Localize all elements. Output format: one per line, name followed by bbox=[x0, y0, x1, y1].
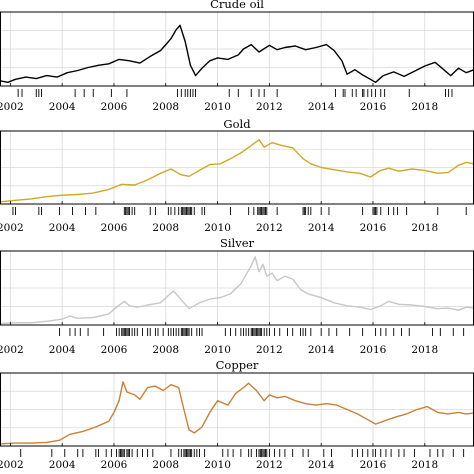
x-tick-label: 2012 bbox=[256, 344, 283, 356]
x-tick-label: 2004 bbox=[49, 344, 76, 356]
x-tick-label: 2014 bbox=[308, 222, 335, 234]
x-tick-label: 2018 bbox=[411, 344, 438, 356]
x-tick-label: 2008 bbox=[152, 344, 179, 356]
x-tick-label: 2016 bbox=[360, 344, 387, 356]
panel-title: Copper bbox=[216, 358, 259, 372]
x-tick-label: 2010 bbox=[204, 459, 231, 471]
x-tick-label: 2006 bbox=[101, 222, 128, 234]
x-tick-label: 2008 bbox=[152, 222, 179, 234]
panel-title: Crude oil bbox=[210, 0, 264, 11]
x-tick-label: 2008 bbox=[152, 101, 179, 113]
x-tick-label: 2004 bbox=[49, 459, 76, 471]
x-tick-label: 2016 bbox=[360, 459, 387, 471]
x-tick-label: 2016 bbox=[360, 222, 387, 234]
crude-oil-panel: Crude oil 2002 2004 2006 2008 2010 2012 2014 201… bbox=[0, 0, 474, 113]
x-tick-label: 2016 bbox=[360, 101, 387, 113]
gold-panel: Gold 2002 2004 2006 2008 2010 2012 2014 2016 2018 bbox=[0, 117, 474, 234]
x-tick-label: 2006 bbox=[101, 344, 128, 356]
x-tick-label: 2006 bbox=[101, 101, 128, 113]
x-tick-label: 2004 bbox=[49, 101, 76, 113]
x-tick-label: 2018 bbox=[411, 222, 438, 234]
silver-price-line bbox=[0, 256, 474, 325]
x-tick-label: 2002 bbox=[0, 101, 24, 113]
x-tick-label: 2014 bbox=[308, 459, 335, 471]
x-tick-label: 2004 bbox=[49, 222, 76, 234]
x-tick-label: 2012 bbox=[256, 222, 283, 234]
x-tick-label: 2006 bbox=[101, 459, 128, 471]
x-tick-label: 2018 bbox=[411, 459, 438, 471]
panel-title: Silver bbox=[220, 236, 255, 250]
x-tick-label: 2010 bbox=[204, 344, 231, 356]
silver-panel: Silver 2002 2004 2006 2008 2010 2012 2014 2016 20… bbox=[0, 236, 474, 356]
x-tick-label: 2012 bbox=[256, 101, 283, 113]
copper-panel: Copper 2002 2004 2006 2008 2010 2012 2014 2016 20… bbox=[0, 358, 474, 471]
gold-price-line bbox=[0, 139, 474, 203]
x-tick-label: 2002 bbox=[0, 344, 24, 356]
x-tick-label: 2010 bbox=[204, 222, 231, 234]
crude-oil-price-line bbox=[0, 24, 474, 84]
copper-price-line bbox=[0, 381, 474, 445]
x-tick-label: 2018 bbox=[411, 101, 438, 113]
x-tick-label: 2008 bbox=[152, 459, 179, 471]
x-tick-label: 2002 bbox=[0, 459, 24, 471]
x-tick-label: 2012 bbox=[256, 459, 283, 471]
x-tick-label: 2014 bbox=[308, 344, 335, 356]
x-tick-label: 2010 bbox=[204, 101, 231, 113]
x-tick-label: 2014 bbox=[308, 101, 335, 113]
x-tick-label: 2002 bbox=[0, 222, 24, 234]
panel-title: Gold bbox=[223, 117, 251, 131]
